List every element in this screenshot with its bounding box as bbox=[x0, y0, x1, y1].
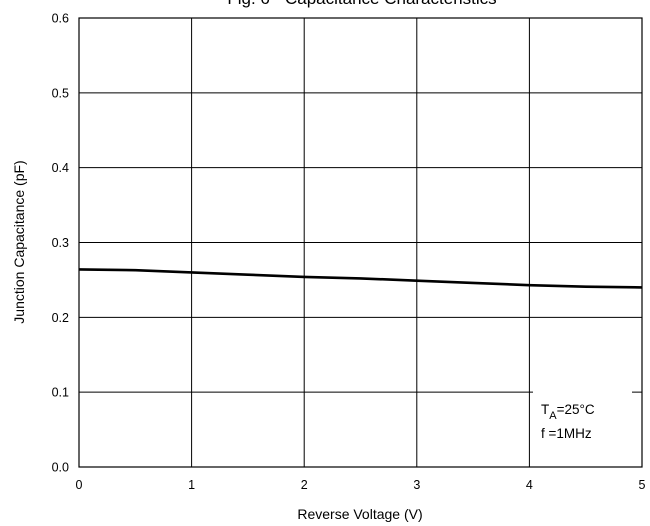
y-tick-label: 0.4 bbox=[52, 161, 69, 175]
annotation-temperature: TA=25°C bbox=[541, 402, 595, 422]
grid-lines bbox=[79, 18, 642, 467]
y-tick-label: 0.2 bbox=[52, 311, 69, 325]
x-tick-label: 2 bbox=[301, 478, 308, 492]
y-tick-label: 0.1 bbox=[52, 386, 69, 400]
x-tick-label: 4 bbox=[526, 478, 533, 492]
y-tick-label: 0.0 bbox=[52, 461, 69, 475]
x-axis-ticks: 0 1 2 3 4 5 bbox=[76, 478, 646, 492]
y-axis-ticks: 0.0 0.1 0.2 0.3 0.4 0.5 0.6 bbox=[52, 12, 69, 475]
plot-border bbox=[78, 17, 643, 468]
annotation-background bbox=[533, 385, 632, 451]
x-axis-label: Reverse Voltage (V) bbox=[297, 506, 422, 522]
annotation-frequency: f =1MHz bbox=[541, 426, 592, 441]
x-tick-label: 3 bbox=[413, 478, 420, 492]
y-axis-label: Junction Capacitance (pF) bbox=[11, 160, 27, 323]
chart-title: Fig. 6 - Capacitance Characteristics bbox=[227, 0, 496, 8]
x-tick-label: 1 bbox=[188, 478, 195, 492]
y-tick-label: 0.5 bbox=[52, 86, 69, 100]
x-tick-label: 0 bbox=[76, 478, 83, 492]
y-tick-label: 0.6 bbox=[52, 12, 69, 26]
conditions-annotation: TA=25°C f =1MHz bbox=[533, 385, 632, 451]
x-tick-label: 5 bbox=[639, 478, 646, 492]
y-tick-label: 0.3 bbox=[52, 236, 69, 250]
capacitance-curve bbox=[78, 268, 643, 289]
